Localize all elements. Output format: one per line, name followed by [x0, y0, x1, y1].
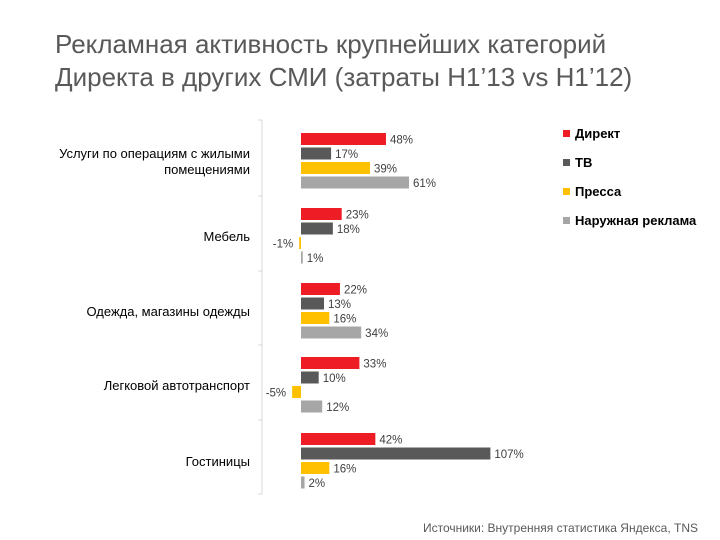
- data-label: -5%: [266, 388, 286, 400]
- category-label: Одежда, магазины одежды: [86, 304, 250, 319]
- data-label: 16%: [333, 314, 356, 326]
- bar-Наружная реклама: [301, 251, 303, 264]
- bar-Наружная реклама: [301, 176, 409, 189]
- bar-Пресса: [301, 162, 371, 174]
- data-label: 39%: [374, 164, 397, 176]
- legend-label: Наружная реклама: [575, 213, 697, 228]
- bar-ТВ: [301, 222, 333, 235]
- data-label: 107%: [494, 449, 523, 461]
- slide-title: Рекламная активность крупнейших категори…: [55, 28, 695, 94]
- bar-ТВ: [301, 297, 325, 310]
- data-label: 12%: [326, 402, 349, 414]
- bar-Пресса: [301, 312, 330, 324]
- data-label: 61%: [413, 178, 436, 190]
- bar-Директ: [301, 433, 376, 445]
- bar-Наружная реклама: [301, 326, 362, 339]
- data-label: 13%: [328, 299, 351, 311]
- legend-swatch: [563, 217, 570, 224]
- legend-swatch: [563, 130, 570, 137]
- slide-title-line-1: Рекламная активность крупнейших категори…: [55, 29, 607, 59]
- bar-Директ: [301, 133, 386, 145]
- bar-Директ: [301, 357, 360, 369]
- data-label: 22%: [344, 285, 367, 297]
- category-label: Легковой автотранспорт: [104, 378, 250, 393]
- legend-label: Пресса: [575, 184, 622, 199]
- data-label: -1%: [273, 239, 293, 251]
- data-label: 10%: [323, 373, 346, 385]
- data-label: 23%: [346, 210, 369, 222]
- bar-ТВ: [301, 147, 332, 160]
- data-label: 42%: [379, 435, 402, 447]
- category-label: помещениями: [164, 162, 250, 177]
- data-label: 33%: [363, 359, 386, 371]
- data-label: 34%: [365, 328, 388, 340]
- data-label: 1%: [307, 253, 324, 265]
- bar-Наружная реклама: [301, 476, 305, 489]
- bar-Директ: [301, 208, 342, 220]
- bar-Пресса: [292, 386, 301, 398]
- data-label: 18%: [337, 224, 360, 236]
- bar-ТВ: [301, 371, 319, 384]
- legend-label: ТВ: [575, 155, 592, 170]
- category-label: Гостиницы: [186, 454, 250, 469]
- legend-label: Директ: [575, 126, 620, 141]
- bar-Пресса: [299, 237, 301, 249]
- source-note: Источники: Внутренняя статистика Яндекса…: [422, 521, 698, 535]
- slide-title-line-2: Директа в других СМИ (затраты H1’13 vs H…: [55, 62, 633, 92]
- data-label: 16%: [333, 464, 356, 476]
- legend-swatch: [563, 159, 570, 166]
- bar-ТВ: [301, 447, 491, 460]
- legend-swatch: [563, 188, 570, 195]
- bar-Директ: [301, 283, 340, 295]
- data-label: 48%: [390, 135, 413, 147]
- category-label: Услуги по операциям с жилыми: [59, 146, 250, 161]
- bar-Пресса: [301, 462, 330, 474]
- category-label: Мебель: [203, 229, 250, 244]
- bar-Наружная реклама: [301, 400, 323, 413]
- data-label: 17%: [335, 149, 358, 161]
- data-label: 2%: [309, 478, 326, 490]
